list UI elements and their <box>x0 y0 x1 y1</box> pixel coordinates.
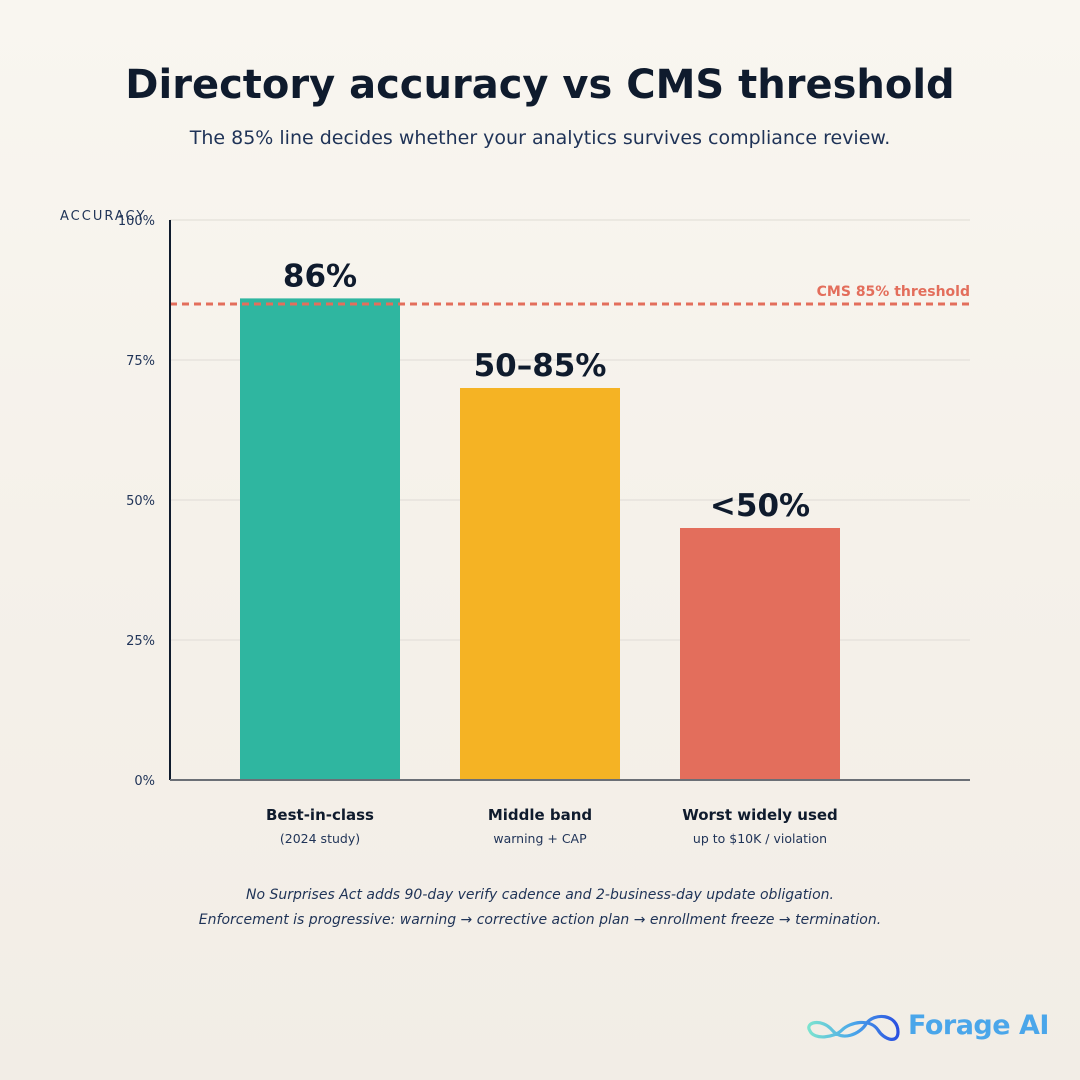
infinity-wave-icon <box>807 1014 900 1041</box>
data-label: 86% <box>283 258 357 294</box>
chart-subtitle: The 85% line decides whether your analyt… <box>189 127 891 149</box>
y-tick-label: 0% <box>134 774 155 789</box>
footnote-enforcement: Enforcement is progressive: warning → co… <box>198 912 882 928</box>
threshold-label: CMS 85% threshold <box>817 284 970 300</box>
x-tick-sublabel: up to $10K / violation <box>693 831 827 846</box>
bar <box>240 298 400 780</box>
y-tick-label: 25% <box>126 634 155 649</box>
x-tick-sublabel: warning + CAP <box>493 831 587 846</box>
x-tick-sublabel: (2024 study) <box>280 831 360 846</box>
footnote-nsa: No Surprises Act adds 90-day verify cade… <box>246 887 834 903</box>
y-tick-label: 100% <box>118 214 155 229</box>
data-label: 50–85% <box>474 348 607 384</box>
y-tick-label: 50% <box>126 494 155 509</box>
y-tick-label: 75% <box>126 354 155 369</box>
brand-logo: Forage AI <box>802 1008 1052 1048</box>
y-axis-label: ACCURACY <box>60 209 146 224</box>
x-tick-label: Worst widely used <box>682 806 838 824</box>
bar <box>460 388 620 780</box>
brand-logo-text: Forage AI <box>908 1010 1049 1041</box>
x-tick-label: Middle band <box>488 806 592 824</box>
data-label: <50% <box>710 488 810 524</box>
x-tick-label: Best-in-class <box>266 806 374 824</box>
chart-title: Directory accuracy vs CMS threshold <box>125 62 955 108</box>
bar-chart: 0% 25% 50% 75% 100%ACCURACY 86% Best-in-class (… <box>60 209 970 846</box>
bar <box>680 528 840 780</box>
